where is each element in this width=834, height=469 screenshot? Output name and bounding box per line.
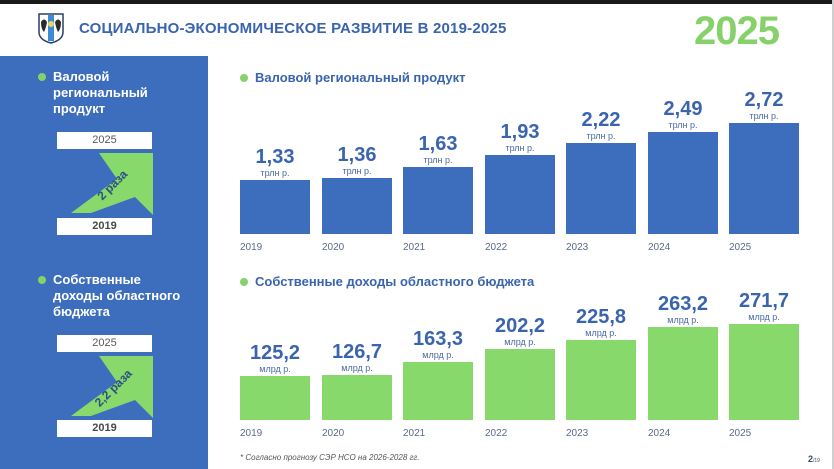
year-box-2019: 2019 [57, 420, 152, 437]
heading-line: Валовой [53, 69, 110, 84]
bar [403, 167, 473, 234]
bar-value-label: 2,22 [581, 109, 621, 131]
bar [729, 324, 799, 420]
chart-title-text: Собственные доходы областного бюджета [255, 274, 535, 289]
heading-line: Собственные [53, 272, 141, 287]
bar [240, 180, 310, 234]
bar-unit-label: трлн р. [749, 111, 779, 121]
page-title: СОЦИАЛЬНО-ЭКОНОМИЧЕСКОЕ РАЗВИТИЕ В 2019-… [79, 20, 507, 37]
chart-title-text: Валовой региональный продукт [255, 70, 466, 85]
bar-unit-label: млрд р. [748, 312, 780, 322]
bar-value-label: 1,36 [337, 144, 377, 166]
bar [729, 123, 799, 234]
x-axis-label: 2025 [729, 428, 752, 439]
summary-heading-bud: Собственные доходы областного бюджета [53, 272, 180, 320]
summary-heading-grp: Валовой региональный продукт [53, 69, 148, 117]
bullet-dot-icon [38, 276, 46, 284]
bar-value-label: 2,49 [663, 98, 703, 120]
bar-unit-label: трлн р. [260, 168, 290, 178]
bullet-dot-icon [38, 73, 46, 81]
x-axis-label: 2023 [566, 242, 589, 253]
x-axis-label: 2024 [648, 242, 671, 253]
year-badge: 2025 [694, 9, 780, 53]
heading-line: бюджета [53, 304, 110, 319]
bar-unit-label: трлн р. [668, 120, 698, 130]
bar [566, 340, 636, 420]
bar-unit-label: трлн р. [505, 143, 535, 153]
year-box-2025: 2025 [57, 335, 152, 352]
bar-unit-label: млрд р. [259, 364, 291, 374]
bar [485, 349, 555, 420]
x-axis-label: 2020 [322, 428, 345, 439]
bullet-dot-icon [240, 277, 248, 286]
bar [240, 376, 310, 420]
x-axis-label: 2022 [485, 242, 508, 253]
bar-value-label: 225,8 [575, 306, 627, 328]
bar-unit-label: млрд р. [585, 328, 617, 338]
bar [322, 375, 392, 420]
bar [485, 155, 555, 234]
bar-value-label: 1,33 [255, 146, 295, 168]
heading-line: региональный [53, 85, 148, 100]
growth-arrow-icon [71, 356, 153, 418]
growth-arrow-icon [71, 153, 153, 215]
x-axis-label: 2023 [566, 428, 589, 439]
bar [648, 132, 718, 234]
bar-value-label: 202,2 [494, 315, 546, 337]
heading-line: продукт [53, 101, 106, 116]
x-axis-label: 2020 [322, 242, 345, 253]
bar-value-label: 1,93 [500, 121, 540, 143]
bar-value-label: 126,7 [331, 341, 383, 363]
bar [566, 143, 636, 234]
page-current: 2 [808, 454, 814, 464]
top-border [0, 0, 834, 4]
x-axis-label: 2021 [403, 242, 426, 253]
x-axis-label: 2025 [729, 242, 752, 253]
x-axis-label: 2021 [403, 428, 426, 439]
bullet-dot-icon [240, 73, 248, 82]
bar [403, 362, 473, 420]
coat-of-arms-icon [38, 13, 64, 44]
x-axis-label: 2019 [240, 428, 263, 439]
x-axis-label: 2022 [485, 428, 508, 439]
bar-value-label: 2,72 [744, 89, 784, 111]
bar-unit-label: трлн р. [423, 155, 453, 165]
page-total: /19 [813, 458, 820, 464]
bar-unit-label: трлн р. [586, 131, 616, 141]
x-axis-label: 2024 [648, 428, 671, 439]
chart-title-grp: Валовой региональный продукт [240, 70, 466, 85]
year-box-2025: 2025 [57, 132, 152, 149]
bar-unit-label: млрд р. [422, 350, 454, 360]
bar [322, 178, 392, 234]
bar-value-label: 271,7 [738, 290, 790, 312]
footnote: * Согласно прогнозу СЭР НСО на 2026-2028… [240, 453, 420, 462]
year-box-2019: 2019 [57, 218, 152, 235]
bar-value-label: 263,2 [657, 293, 709, 315]
bar-value-label: 163,3 [412, 328, 464, 350]
heading-line: доходы областного [53, 288, 181, 303]
bar-unit-label: млрд р. [667, 315, 699, 325]
bar-unit-label: млрд р. [341, 363, 373, 373]
bar-unit-label: трлн р. [342, 166, 372, 176]
x-axis-label: 2019 [240, 242, 263, 253]
page-number: 2/19 [808, 454, 820, 464]
bar-unit-label: млрд р. [504, 337, 536, 347]
bar [648, 327, 718, 420]
chart-title-budget: Собственные доходы областного бюджета [240, 274, 534, 289]
right-border [832, 0, 834, 469]
bar-value-label: 1,63 [418, 133, 458, 155]
bar-value-label: 125,2 [249, 342, 301, 364]
